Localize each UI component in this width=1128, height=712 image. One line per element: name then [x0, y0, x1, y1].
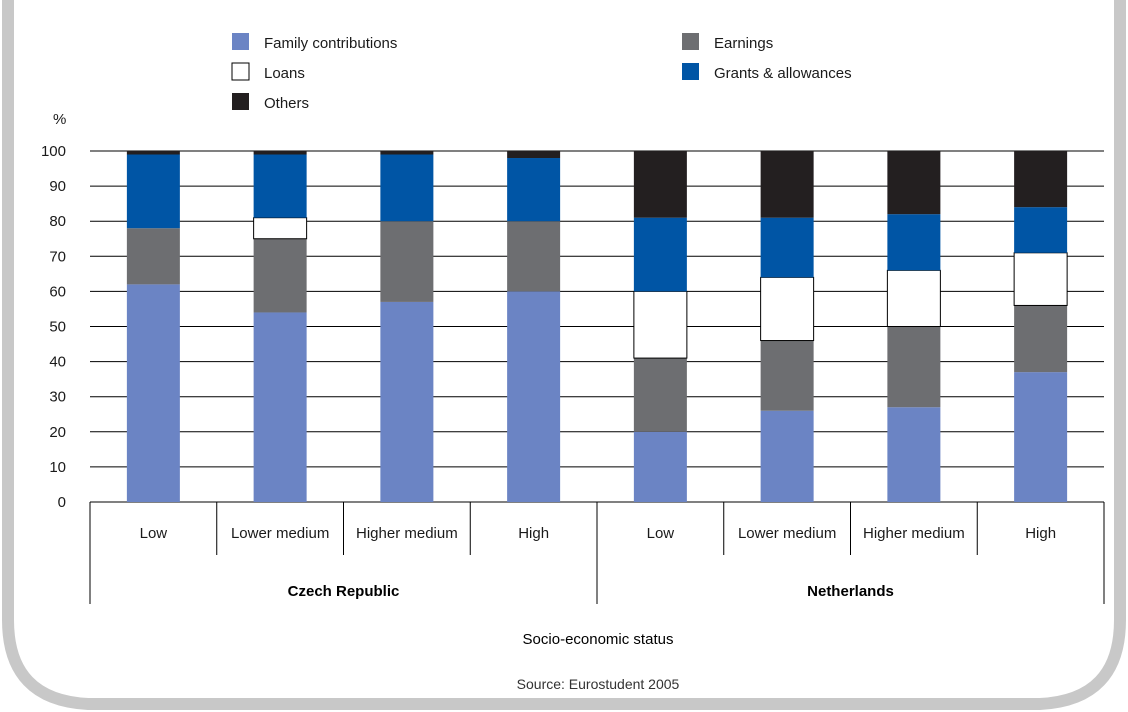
- y-tick-label: 90: [49, 178, 66, 195]
- bar-segment: [126, 228, 180, 285]
- bar-segment: [1014, 207, 1068, 253]
- y-tick-label: 60: [49, 283, 66, 300]
- y-tick-label: 70: [49, 248, 66, 265]
- bar-segment: [380, 221, 434, 302]
- x-tick-label: Higher medium: [863, 525, 965, 542]
- y-tick-label: 80: [49, 213, 66, 230]
- x-tick-label: High: [1025, 525, 1056, 542]
- legend-swatch: [232, 33, 249, 50]
- y-tick-label: 10: [49, 459, 66, 476]
- bar-segment: [126, 284, 180, 502]
- y-tick-label: 30: [49, 389, 66, 406]
- bar-segment: [633, 431, 687, 502]
- bar-segment: [507, 158, 561, 222]
- legend-swatch: [232, 93, 249, 110]
- bar-segment: [253, 312, 307, 502]
- bar-segment: [760, 276, 815, 342]
- y-axis-label: %: [53, 111, 66, 128]
- source-note: Source: Eurostudent 2005: [517, 676, 680, 692]
- x-tick-label: High: [518, 525, 549, 542]
- bar-segment: [126, 154, 180, 229]
- bar-segment: [887, 151, 941, 215]
- bar-segment: [380, 154, 434, 222]
- legend-swatch: [682, 33, 699, 50]
- legend-label: Family contributions: [264, 35, 397, 52]
- bars: [126, 151, 1068, 502]
- x-axis-title: Socio-economic status: [523, 631, 674, 648]
- bar-segment: [633, 358, 687, 432]
- bar-segment: [1013, 252, 1068, 306]
- bar-segment: [507, 291, 561, 502]
- y-tick-label: 40: [49, 354, 66, 371]
- bar-segment: [760, 217, 814, 278]
- bar-segment: [633, 151, 687, 218]
- bar-segment: [760, 410, 814, 502]
- bar-segment: [1014, 305, 1068, 373]
- y-axis-ticks: 0 10 20 30 40 50 60 70 80 90 100: [41, 143, 66, 511]
- legend-label: Grants & allowances: [714, 65, 852, 82]
- group-label: Czech Republic: [288, 583, 400, 600]
- bar-segment: [126, 151, 180, 155]
- x-tick-label: Higher medium: [356, 525, 458, 542]
- bar-segment: [1014, 151, 1068, 208]
- gridlines: [90, 150, 1104, 503]
- legend-swatch: [231, 62, 250, 81]
- legend-label: Others: [264, 95, 309, 112]
- x-tick-label: Low: [140, 525, 168, 542]
- x-tick-label: Lower medium: [738, 525, 836, 542]
- legend-label: Earnings: [714, 35, 773, 52]
- bar-segment: [253, 238, 307, 313]
- bar-segment: [887, 214, 941, 271]
- legend-label: Loans: [264, 65, 305, 82]
- x-tick-label: Lower medium: [231, 525, 329, 542]
- bar-segment: [760, 340, 814, 411]
- bar-segment: [507, 221, 561, 292]
- legend-swatch: [682, 63, 699, 80]
- y-tick-label: 50: [49, 319, 66, 336]
- bar-segment: [253, 151, 307, 155]
- bar-segment: [380, 301, 434, 502]
- y-tick-label: 20: [49, 424, 66, 441]
- bar-segment: [380, 151, 434, 155]
- bar-segment: [633, 217, 687, 292]
- legend: Family contributions Loans Others Earnings G…: [231, 33, 852, 112]
- bar-segment: [886, 269, 941, 327]
- y-tick-label: 0: [58, 494, 66, 511]
- bar-segment: [507, 151, 561, 159]
- x-tick-label: Low: [647, 525, 675, 542]
- bar-segment: [253, 217, 308, 240]
- bar-segment: [253, 154, 307, 218]
- bar-segment: [887, 326, 941, 408]
- y-tick-label: 100: [41, 143, 66, 160]
- group-label: Netherlands: [807, 583, 894, 600]
- x-axis-categories: Low Lower medium Higher medium High Low Lower…: [89, 502, 1105, 604]
- bar-segment: [887, 407, 941, 502]
- bar-segment: [1014, 372, 1068, 502]
- bar-segment: [633, 290, 688, 359]
- bar-segment: [760, 151, 814, 218]
